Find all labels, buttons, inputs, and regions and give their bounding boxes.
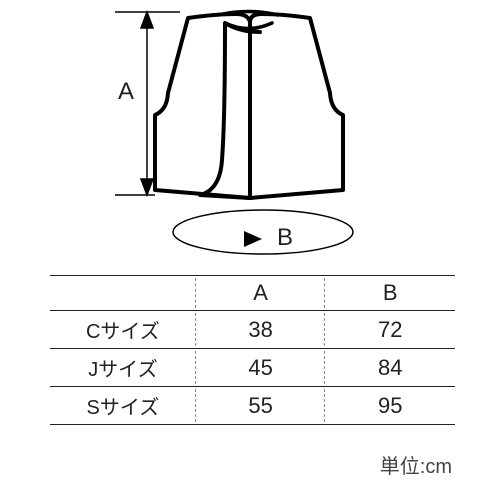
table-row: Cサイズ 38 72 [50,311,455,349]
row-label: Sサイズ [50,387,196,425]
header-blank [50,276,196,311]
size-table-container: A B Cサイズ 38 72 Jサイズ 45 84 Sサイズ 55 95 [50,275,455,425]
cell-a: 38 [196,311,326,349]
table-row: Jサイズ 45 84 [50,349,455,387]
size-table: A B Cサイズ 38 72 Jサイズ 45 84 Sサイズ 55 95 [50,275,455,425]
table-row: Sサイズ 55 95 [50,387,455,425]
row-label: Cサイズ [50,311,196,349]
cell-b: 72 [325,311,455,349]
vest-diagram: A B [0,0,500,275]
cell-b: 84 [325,349,455,387]
cell-a: 55 [196,387,326,425]
dimension-label-a: A [118,78,134,106]
header-b: B [325,276,455,311]
cell-b: 95 [325,387,455,425]
cell-a: 45 [196,349,326,387]
dimension-label-b: B [277,224,293,252]
header-a: A [196,276,326,311]
unit-label: 単位:cm [380,450,452,479]
table-header-row: A B [50,276,455,311]
row-label: Jサイズ [50,349,196,387]
vest-svg [0,0,500,275]
